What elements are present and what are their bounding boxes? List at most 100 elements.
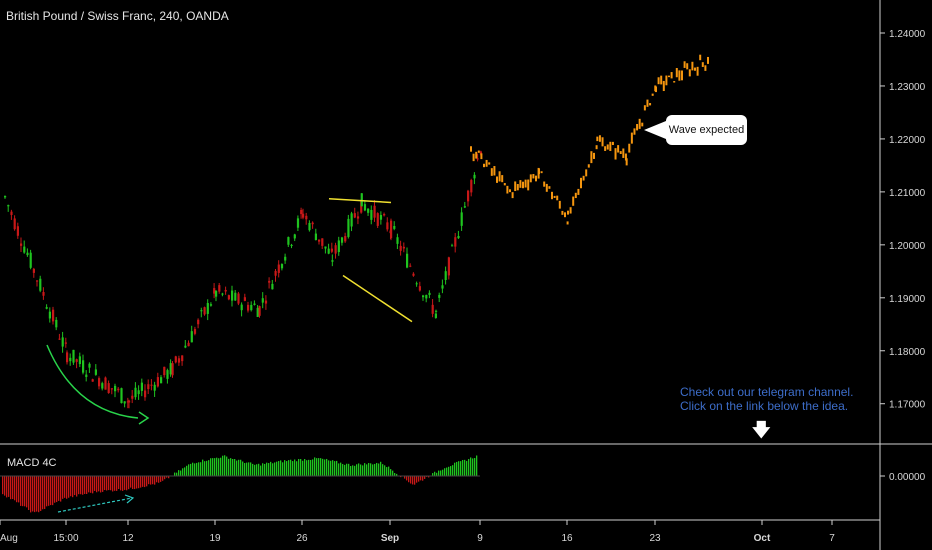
price-candle-body (258, 306, 261, 316)
macd-bar (446, 467, 448, 476)
projection-bar (694, 67, 696, 71)
projection-bar (604, 146, 607, 151)
price-candle-body (327, 248, 330, 254)
price-candle-body (431, 304, 434, 314)
macd-bar (22, 476, 24, 507)
projection-bar (572, 196, 575, 206)
price-candle-body (166, 370, 169, 379)
projection-bar (532, 174, 535, 179)
price-candle-body (393, 225, 396, 229)
price-candle-body (243, 297, 246, 301)
macd-bar (356, 464, 358, 476)
macd-bar (14, 476, 16, 501)
macd-bar (454, 462, 456, 476)
price-candle-body (78, 356, 81, 365)
macd-bar (304, 459, 306, 476)
macd-bar (450, 466, 452, 476)
price-candle-body (287, 237, 290, 245)
macd-bar (330, 460, 332, 476)
price-candle-body (209, 304, 213, 306)
macd-bar (176, 472, 178, 476)
macd-bar (102, 476, 104, 492)
projection-bar (649, 103, 652, 106)
projection-bar (470, 146, 472, 152)
macd-bar (18, 476, 20, 503)
macd-bar (326, 458, 328, 476)
macd-bar (418, 476, 420, 482)
price-candle-body (353, 213, 356, 218)
projection-bar (617, 145, 620, 153)
macd-bar (296, 461, 298, 476)
price-candle-body (177, 358, 181, 363)
projection-bar (477, 150, 480, 153)
callout-pointer (644, 121, 666, 139)
price-candle-body (340, 237, 344, 243)
macd-bar (440, 470, 442, 476)
projection-bar (675, 68, 678, 78)
macd-bar (236, 460, 238, 476)
price-candle-body (412, 273, 415, 276)
price-candle-body (213, 288, 216, 294)
projection-bar (630, 132, 633, 144)
price-candle-body (399, 245, 402, 251)
macd-bar (346, 463, 348, 476)
macd-bar (106, 476, 108, 491)
price-candle-body (479, 151, 482, 155)
price-candle-body (324, 246, 327, 249)
projection-bar (595, 145, 598, 150)
projection-bar (681, 70, 683, 81)
macd-bar (242, 461, 244, 476)
macd-bar (292, 461, 294, 476)
y-tick-label: 1.21000 (889, 188, 926, 199)
macd-bar (360, 464, 362, 476)
macd-bar (52, 476, 54, 506)
y-tick-label: 1.20000 (889, 241, 926, 252)
macd-bar (372, 464, 374, 476)
macd-divergence-arrow (57, 497, 133, 513)
price-candle-body (128, 400, 131, 403)
macd-bar (8, 476, 10, 497)
price-candle-body (370, 209, 373, 220)
macd-bar (196, 462, 198, 476)
projection-bar (582, 175, 585, 181)
macd-bar (342, 464, 344, 476)
projection-bar (704, 65, 707, 71)
macd-bar (162, 476, 164, 481)
price-candle-body (367, 208, 370, 213)
price-candle-body (428, 292, 431, 295)
x-tick-label: Oct (754, 533, 771, 544)
macd-bar (352, 465, 354, 476)
price-candle-body (386, 222, 389, 230)
price-candle-body (311, 222, 314, 225)
y-tick-label: 1.17000 (889, 400, 926, 411)
price-candle-body (123, 401, 126, 404)
macd-bar (150, 476, 152, 485)
projection-bar (691, 61, 694, 71)
macd-bar (86, 476, 88, 495)
projection-bar (538, 168, 540, 175)
macd-bar (34, 476, 36, 513)
projection-bar (475, 151, 478, 159)
macd-bar (132, 476, 134, 490)
projection-bar (490, 168, 493, 176)
price-candle-body (344, 236, 347, 242)
price-candle-body (147, 384, 150, 390)
price-candles (4, 150, 482, 409)
macd-bar (46, 476, 48, 507)
macd-bar (78, 476, 80, 495)
projection-bar (707, 56, 709, 64)
price-candle-body (250, 304, 253, 311)
projection-bar (506, 185, 509, 194)
macd-bar (344, 464, 346, 476)
macd-bar (272, 463, 274, 476)
price-candle-body (221, 293, 224, 295)
price-candle-body (360, 200, 363, 213)
projection-bar (598, 135, 601, 142)
price-candle-body (227, 295, 230, 300)
macd-bar (306, 460, 308, 476)
price-candle-body (29, 252, 32, 268)
price-candle-body (305, 215, 308, 220)
macd-bar (452, 465, 454, 476)
macd-bar (228, 458, 230, 476)
